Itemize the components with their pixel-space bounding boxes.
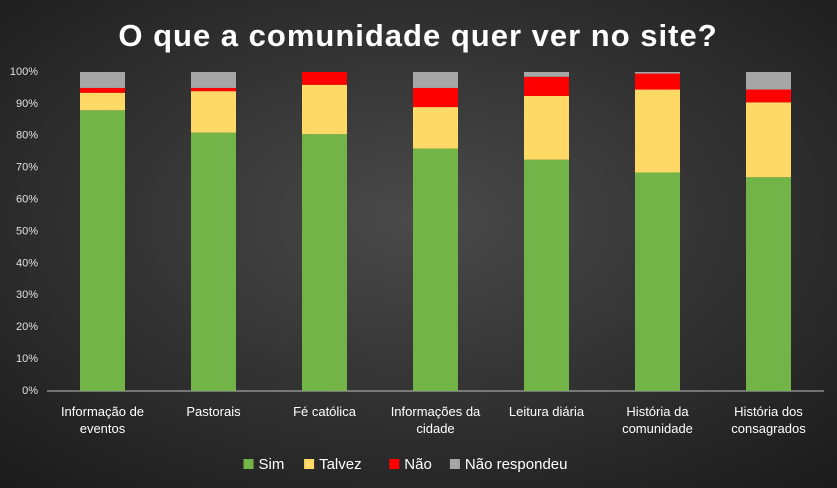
y-tick-label: 30% [16,289,38,301]
bar-segment [302,72,347,85]
bar-segment [635,72,680,74]
y-tick-label: 20% [16,321,38,333]
bar-segment [635,172,680,391]
x-tick-label: Pastorais [186,404,241,419]
legend-label: Não [404,456,432,473]
bar-segment [746,89,791,103]
bar-segment [191,132,236,392]
y-tick-label: 0% [22,385,38,397]
legend-label: Não respondeu [465,456,568,473]
bar-segment [746,72,791,90]
bar-segment [302,84,347,135]
legend-swatch [449,459,460,469]
bar-segment [302,134,347,391]
x-tick-label: Fé católica [293,404,357,419]
y-tick-label: 50% [16,225,38,237]
bar-segment [413,148,458,391]
legend-swatch [389,459,400,469]
y-tick-label: 10% [16,353,38,365]
chart-title: O que a comunidade quer ver no site? [118,18,717,53]
bar-segment [746,102,791,178]
legend-swatch [304,459,315,469]
y-tick-label: 80% [16,130,38,142]
bar-segment [746,177,791,391]
y-tick-label: 40% [16,257,38,269]
bar-segment [524,72,569,77]
y-tick-label: 100% [10,66,38,78]
x-tick-label: História dos consagrados [731,404,806,436]
bar-segment [635,89,680,173]
bar-segment [80,87,125,93]
bar-segment [635,73,680,90]
bar-segment [413,87,458,108]
x-tick-label: Leitura diária [509,404,585,419]
bar-segment [524,95,569,160]
legend-swatch [243,459,254,469]
bar-segment [413,107,458,149]
x-tick-label: Informações da cidade [391,404,481,436]
bar-segment [191,72,236,88]
bar-segment [80,72,125,88]
bar-segment [524,76,569,96]
y-tick-label: 60% [16,194,38,206]
bar-segment [413,72,458,88]
y-tick-label: 90% [16,98,38,110]
bar-segment [191,87,236,92]
x-tick-label: Informação de eventos [61,404,144,436]
y-tick-label: 70% [16,162,38,174]
bar-segment [191,91,236,133]
legend-label: Talvez [319,456,362,473]
bar-segment [524,159,569,391]
bar-segment [80,110,125,391]
legend-label: Sim [259,456,285,473]
bar-segment [80,92,125,111]
x-tick-label: História da comunidade [622,404,693,436]
